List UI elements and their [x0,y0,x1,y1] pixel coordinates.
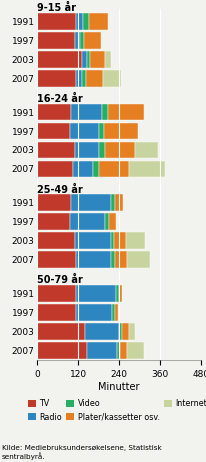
Bar [37,122,69,140]
Bar [110,251,114,268]
Bar [102,103,108,121]
Bar [76,285,115,302]
Bar [110,195,114,211]
X-axis label: Minutter: Minutter [98,382,139,392]
Bar [69,213,105,230]
Bar [73,161,93,177]
Bar [37,342,86,359]
Text: 50-79 år: 50-79 år [37,275,83,286]
Bar [117,342,119,359]
Text: 25-49 år: 25-49 år [37,185,83,195]
Bar [85,70,102,87]
Bar [98,161,129,177]
Bar [89,13,108,30]
Bar [118,285,122,302]
Bar [129,161,164,177]
Bar [81,70,85,87]
Bar [126,342,143,359]
Bar [98,141,104,158]
Bar [37,323,84,340]
Bar [76,251,110,268]
Bar [114,195,123,211]
Bar [86,51,90,68]
Bar [119,342,126,359]
Bar [128,323,135,340]
Bar [114,304,117,321]
Bar [108,103,143,121]
Bar [74,32,80,49]
Bar [105,51,110,68]
Bar [83,13,89,30]
Bar [37,141,74,158]
Bar [76,304,112,321]
Bar [121,323,128,340]
Bar [103,122,137,140]
Bar [83,32,101,49]
Bar [104,141,135,158]
Bar [112,304,114,321]
Bar [76,13,83,30]
Bar [76,70,81,87]
Text: 16-24 år: 16-24 år [37,94,83,104]
Bar [37,195,71,211]
Text: 9-15 år: 9-15 år [37,3,76,13]
Bar [81,51,86,68]
Bar [74,232,110,249]
Bar [105,213,108,230]
Bar [37,161,73,177]
Bar [113,232,125,249]
Bar [37,103,71,121]
Bar [80,32,83,49]
Bar [90,51,105,68]
Bar [37,13,76,30]
Legend: TV, Radio, Video, Plater/kassetter osv., Internett: TV, Radio, Video, Plater/kassetter osv.,… [28,400,206,421]
Bar [71,195,110,211]
Bar [37,32,74,49]
Bar [37,70,76,87]
Bar [71,103,102,121]
Bar [125,232,144,249]
Text: Kilde: Mediebruksundersøkelsene, Statistisk
sentralbyrå.: Kilde: Mediebruksundersøkelsene, Statist… [2,444,161,460]
Bar [86,342,117,359]
Bar [37,51,81,68]
Bar [135,141,157,158]
Bar [98,122,103,140]
Bar [93,161,98,177]
Bar [115,285,118,302]
Bar [74,141,98,158]
Bar [37,213,69,230]
Bar [84,323,118,340]
Bar [126,251,150,268]
Bar [37,285,76,302]
Bar [110,232,113,249]
Bar [37,304,76,321]
Bar [108,213,115,230]
Bar [118,323,121,340]
Bar [37,232,74,249]
Bar [69,122,98,140]
Bar [102,70,121,87]
Bar [37,251,76,268]
Bar [114,251,126,268]
